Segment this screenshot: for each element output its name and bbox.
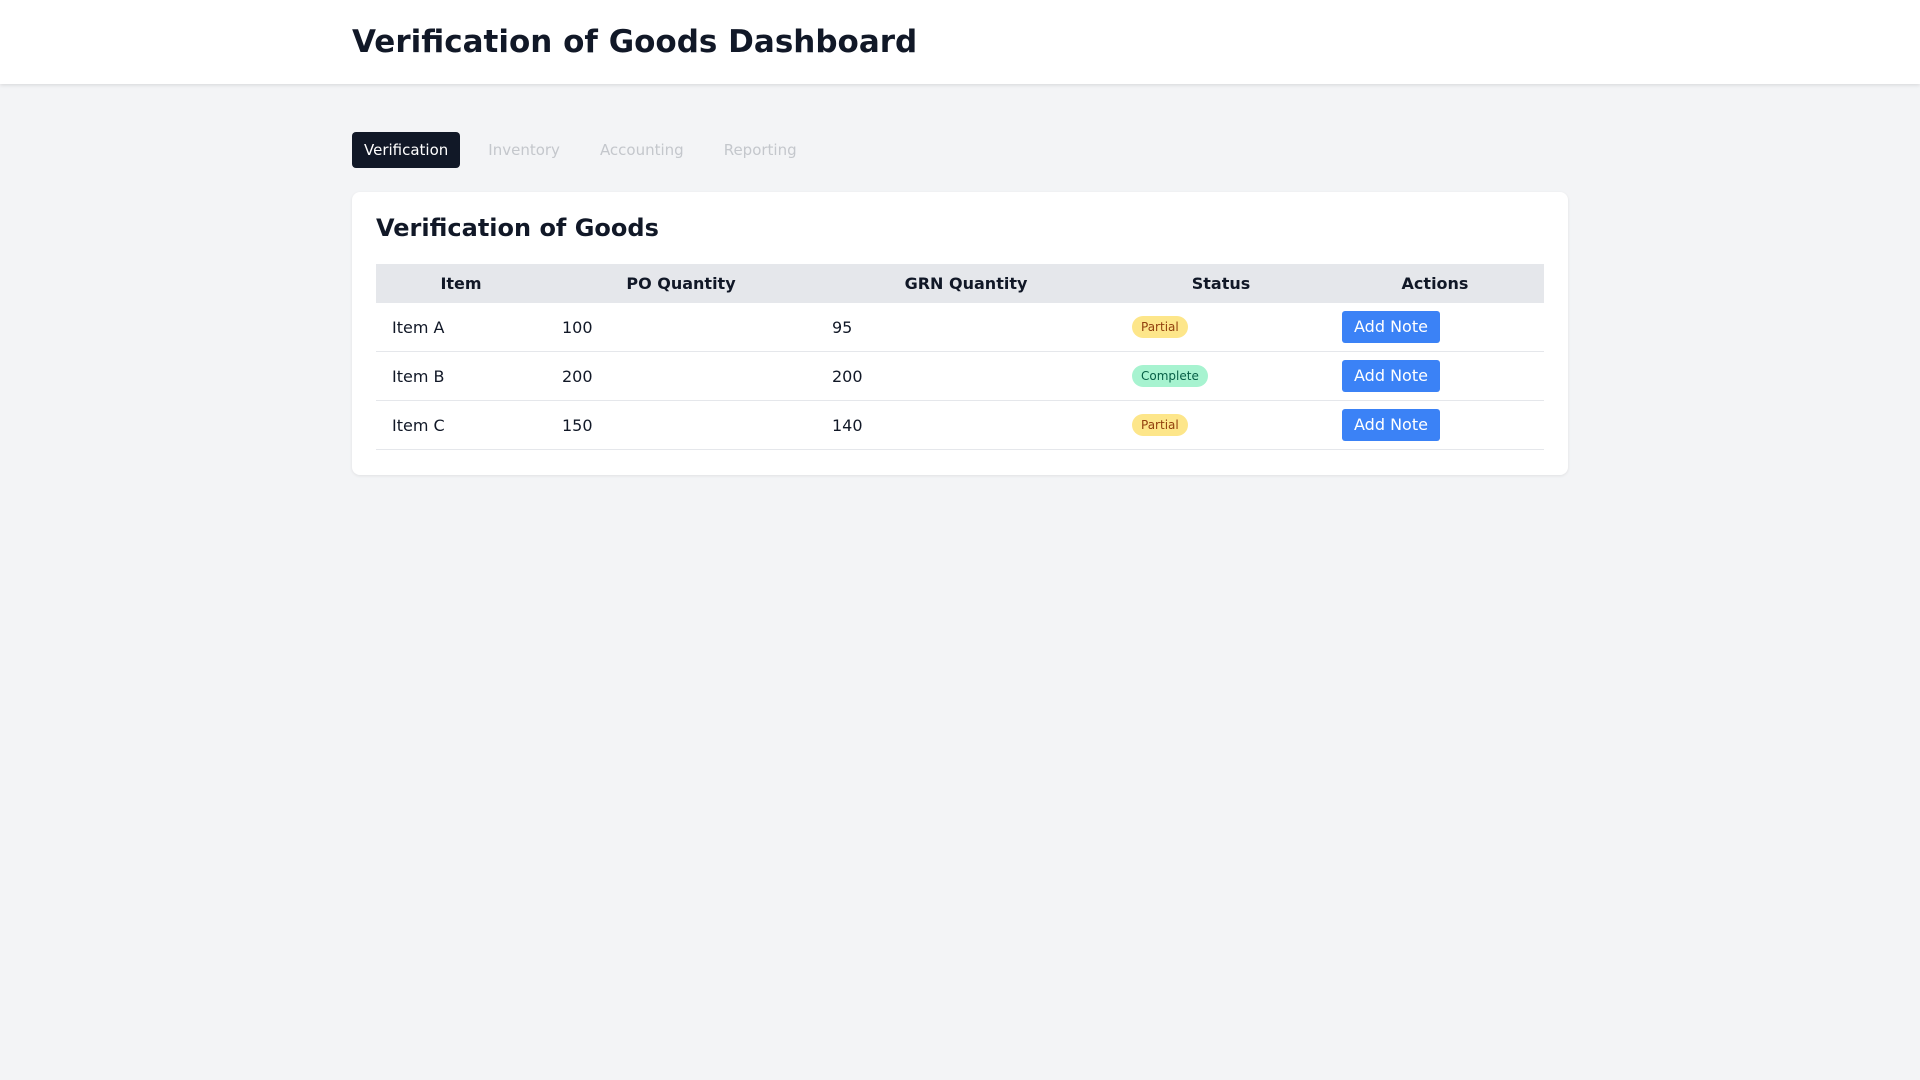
tab-verification[interactable]: Verification [352, 132, 461, 168]
add-note-button[interactable]: Add Note [1342, 409, 1440, 441]
item-cell: Item A [376, 303, 546, 352]
grn-quantity-cell: 200 [816, 351, 1116, 401]
status-badge: Partial [1132, 316, 1188, 338]
po-quantity-cell: 150 [546, 400, 816, 450]
po-quantity-cell: 200 [546, 351, 816, 401]
table-row: Item A 100 95 Partial Add Note [376, 303, 1544, 352]
status-cell: Partial [1116, 303, 1326, 352]
column-header-grn-quantity: GRN Quantity [816, 264, 1116, 303]
actions-cell: Add Note [1326, 351, 1544, 401]
column-header-status: Status [1116, 264, 1326, 303]
item-cell: Item B [376, 351, 546, 401]
add-note-button[interactable]: Add Note [1342, 311, 1440, 343]
table-row: Item B 200 200 Complete Add Note [376, 351, 1544, 401]
column-header-po-quantity: PO Quantity [546, 264, 816, 303]
grn-quantity-cell: 95 [816, 303, 1116, 352]
tab-accounting[interactable]: Accounting [599, 141, 684, 159]
add-note-button[interactable]: Add Note [1342, 360, 1440, 392]
actions-cell: Add Note [1326, 400, 1544, 450]
grn-quantity-cell: 140 [816, 400, 1116, 450]
actions-cell: Add Note [1326, 303, 1544, 352]
column-header-item: Item [376, 264, 546, 303]
top-header: Verification of Goods Dashboard [0, 0, 1920, 84]
po-quantity-cell: 100 [546, 303, 816, 352]
tab-reporting[interactable]: Reporting [723, 141, 797, 159]
status-badge: Complete [1132, 365, 1208, 387]
table-row: Item C 150 140 Partial Add Note [376, 400, 1544, 450]
card-title: Verification of Goods [376, 214, 659, 242]
page-title: Verification of Goods Dashboard [352, 24, 918, 60]
column-header-actions: Actions [1326, 264, 1544, 303]
status-cell: Partial [1116, 400, 1326, 450]
verification-table: Item PO Quantity GRN Quantity Status Act… [376, 264, 1544, 450]
item-cell: Item C [376, 400, 546, 450]
tab-bar: Verification Inventory Accounting Report… [352, 132, 825, 168]
verification-card: Verification of Goods Item PO Quantity G… [352, 192, 1568, 475]
table-header-row: Item PO Quantity GRN Quantity Status Act… [376, 264, 1544, 303]
status-cell: Complete [1116, 351, 1326, 401]
tab-inventory[interactable]: Inventory [488, 141, 560, 159]
status-badge: Partial [1132, 414, 1188, 436]
